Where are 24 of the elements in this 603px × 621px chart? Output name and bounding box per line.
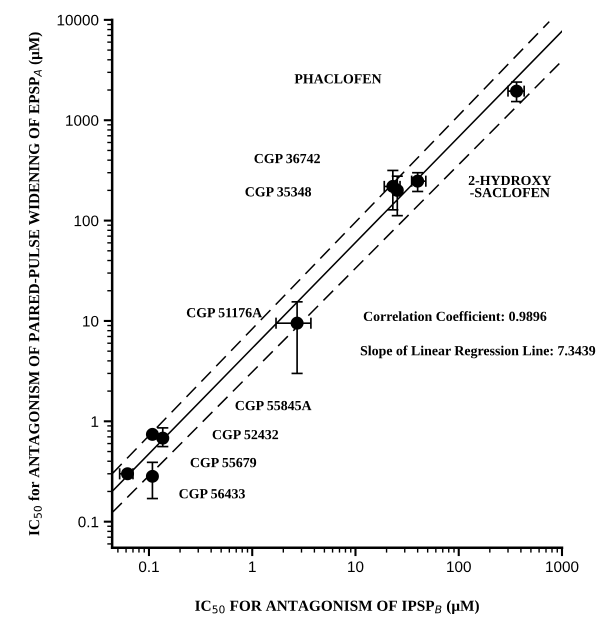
annotation: Slope of Linear Regression Line: 7.3439 [360,345,596,358]
y-tick-label: 1 [92,416,98,427]
y-tick-label: 0.1 [78,516,98,528]
y-tick-label: 10000 [58,14,98,26]
annotation: CGP 56433 [179,489,245,498]
annotation: CGP 52432 [212,430,278,440]
x-axis-title: IC$_{50}$ FOR ANTAGONISM OF IPSP$_{B}$ (μM) [195,600,479,614]
annotation: CGP 51176A [186,308,262,318]
y-tick-label: 10 [83,316,98,327]
x-tick-label: 100 [447,561,471,572]
y-tick-label: 100 [74,215,98,226]
annotation: CGP 35348 [245,187,312,196]
annotation: 2-HYDROXY -SACLOFEN [468,176,552,198]
y-axis-title: IC$_{50}$ for ANTAGONISM OF PAIRED-PULSE WIDENING OF EPSP$_{A}$ (μM) [28,32,42,536]
annotation: PHACLOFEN [294,74,382,84]
annotation: CGP 55845A [235,400,312,410]
x-tick-label: 10 [348,561,364,572]
annotation: Correlation Coefficient: 0.9896 [364,311,546,322]
x-tick-label: 1 [249,561,256,572]
y-tick-label: 1000 [66,115,98,126]
annotation: CGP 36742 [254,154,320,164]
x-tick-label: 0.1 [138,561,159,572]
annotation: CGP 55679 [190,458,256,468]
x-tick-label: 1000 [546,561,578,572]
